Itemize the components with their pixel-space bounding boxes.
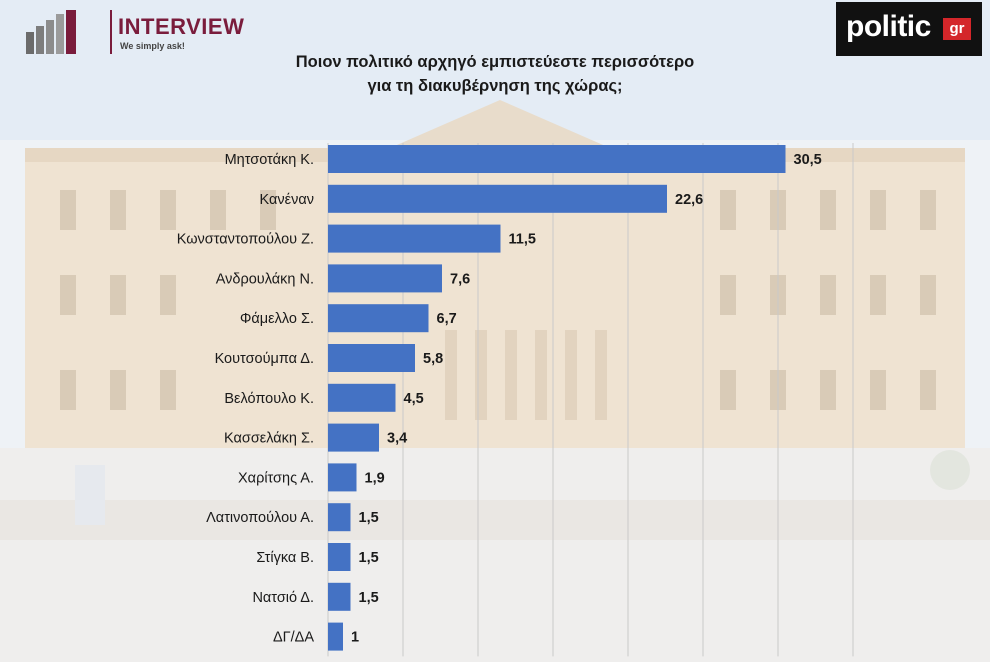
category-label: Λατινοπούλου Α. (206, 510, 314, 526)
bar (328, 622, 343, 651)
category-label: Ανδρουλάκη Ν. (216, 271, 314, 287)
interview-bars-icon (26, 10, 76, 54)
bar (328, 463, 357, 492)
value-label: 4,5 (404, 391, 424, 407)
value-label: 7,6 (450, 271, 470, 287)
value-label: 1,9 (365, 470, 385, 486)
value-label: 1,5 (359, 510, 379, 526)
value-label: 11,5 (509, 232, 536, 248)
category-label: Κουτσούμπα Δ. (215, 351, 314, 367)
interview-brand-name: INTERVIEW (118, 14, 245, 39)
bar (328, 423, 379, 452)
chart-title-line-2: για τη διακυβέρνηση της χώρας; (367, 77, 623, 95)
politic-brand-suffix: gr (943, 18, 971, 40)
interview-logo: INTERVIEW We simply ask! (26, 8, 256, 58)
chart-category-labels: Μητσοτάκη Κ. Κανέναν Κωνσταντοπούλου Ζ. Ανδ… (177, 152, 315, 646)
category-label: ΔΓ/ΔΑ (273, 630, 314, 646)
bar (328, 224, 501, 253)
value-label: 22,6 (675, 192, 703, 208)
chart-title-line-1: Ποιον πολιτικό αρχηγό εμπιστεύεστε περισ… (295, 53, 695, 71)
bar (328, 582, 351, 611)
category-label: Κασσελάκη Σ. (224, 431, 314, 447)
bar (328, 145, 786, 173)
chart-title: Ποιον πολιτικό αρχηγό εμπιστεύεστε περισ… (240, 50, 750, 98)
chart-value-labels: 30,5 22,6 11,5 7,6 6,7 5,8 4,5 3,4 1,9 1,5 1,5 1,5 1 (351, 152, 822, 646)
value-label: 5,8 (423, 351, 443, 367)
category-label: Βελόπουλο Κ. (224, 391, 314, 407)
politic-logo: politic gr (836, 2, 982, 56)
bar (328, 184, 667, 213)
category-label: Φάμελλο Σ. (240, 311, 314, 327)
category-label: Μητσοτάκη Κ. (225, 152, 314, 168)
category-label: Στίγκα Β. (256, 550, 314, 566)
interview-logo-divider (110, 10, 112, 54)
bar (328, 383, 396, 412)
politic-brand-name: politic (846, 10, 931, 43)
chart-bars (328, 145, 786, 651)
interview-slogan: We simply ask! (120, 41, 185, 51)
value-label: 1,5 (359, 550, 379, 566)
value-label: 1 (351, 630, 359, 646)
bar (328, 264, 442, 293)
bar (328, 503, 351, 532)
bar (328, 344, 415, 372)
category-label: Νατσιό Δ. (252, 590, 314, 606)
category-label: Χαρίτσης Α. (238, 470, 314, 486)
value-label: 3,4 (387, 431, 407, 447)
category-label: Κωνσταντοπούλου Ζ. (177, 232, 314, 248)
value-label: 6,7 (437, 311, 457, 327)
value-label: 30,5 (794, 152, 822, 168)
category-label: Κανέναν (260, 192, 314, 208)
value-label: 1,5 (359, 590, 379, 606)
bar (328, 304, 429, 333)
bar (328, 543, 351, 571)
